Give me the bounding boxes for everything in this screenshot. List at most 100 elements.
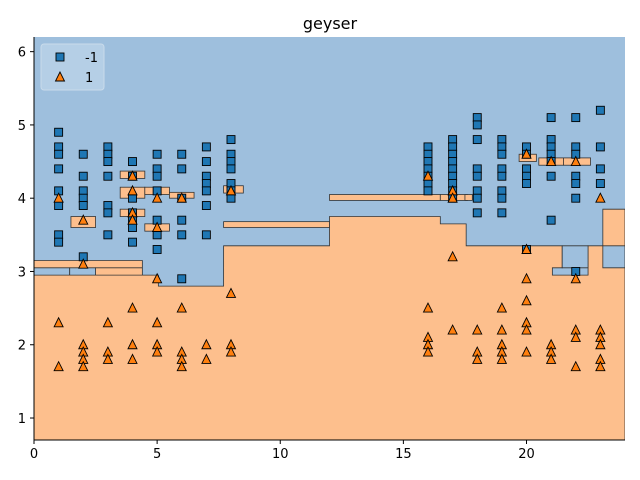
data-point-negative bbox=[546, 113, 556, 123]
data-point-negative bbox=[423, 179, 433, 188]
data-point-negative bbox=[128, 223, 137, 232]
data-point-positive bbox=[201, 338, 212, 350]
data-point-negative bbox=[152, 171, 162, 181]
y-tick-label: 3 bbox=[18, 265, 26, 280]
data-point-positive bbox=[595, 338, 606, 350]
data-point-positive bbox=[521, 148, 532, 159]
data-point-negative bbox=[78, 201, 88, 210]
legend-marker-positive bbox=[54, 70, 66, 82]
data-point-negative bbox=[54, 237, 64, 247]
legend: -11 bbox=[40, 43, 105, 91]
data-point-positive bbox=[151, 346, 163, 357]
data-point-negative bbox=[54, 164, 64, 174]
y-tick-label: 2 bbox=[18, 339, 26, 354]
data-point-positive bbox=[127, 353, 138, 364]
data-point-negative bbox=[103, 171, 113, 181]
data-point-negative bbox=[177, 230, 187, 240]
data-point-negative bbox=[201, 201, 211, 210]
y-axis: 1 2 3 4 5 6 bbox=[18, 37, 35, 440]
data-point-negative bbox=[177, 164, 187, 174]
data-point-negative bbox=[226, 164, 236, 174]
data-point-negative bbox=[546, 142, 556, 152]
data-point-positive bbox=[447, 250, 458, 262]
data-point-positive bbox=[102, 316, 114, 328]
data-point-negative bbox=[152, 149, 162, 159]
data-point-negative bbox=[497, 171, 507, 181]
data-point-positive bbox=[225, 184, 237, 196]
data-point-positive bbox=[521, 346, 532, 357]
data-point-negative bbox=[152, 230, 162, 240]
region-negative-notch bbox=[561, 245, 589, 269]
data-point-negative bbox=[472, 186, 482, 196]
data-point-negative bbox=[497, 186, 507, 196]
data-point-negative bbox=[103, 142, 113, 152]
x-tick-label: 15 bbox=[395, 447, 412, 462]
data-point-negative bbox=[472, 120, 482, 130]
data-point-negative bbox=[78, 149, 88, 159]
data-point-negative bbox=[595, 179, 605, 188]
data-point-positive bbox=[102, 353, 114, 364]
data-point-negative bbox=[103, 208, 113, 218]
data-point-positive bbox=[545, 155, 557, 167]
data-point-positive bbox=[127, 302, 138, 313]
data-point-negative bbox=[54, 230, 64, 240]
data-point-negative bbox=[472, 193, 482, 203]
data-point-negative bbox=[423, 186, 433, 196]
x-axis: 0 5 10 15 20 bbox=[30, 439, 625, 462]
region-negative-notch bbox=[69, 267, 96, 276]
data-point-positive bbox=[53, 316, 64, 328]
data-point-negative bbox=[571, 171, 581, 181]
data-point-negative bbox=[571, 179, 581, 188]
data-point-negative bbox=[497, 164, 507, 174]
data-point-positive bbox=[225, 287, 237, 298]
data-point-negative bbox=[472, 171, 482, 181]
data-point-negative bbox=[448, 164, 458, 174]
data-point-negative bbox=[226, 157, 236, 167]
data-point-positive bbox=[151, 316, 163, 328]
data-point-positive bbox=[151, 272, 163, 284]
data-point-negative bbox=[103, 149, 113, 159]
data-point-negative bbox=[201, 179, 211, 188]
data-point-negative bbox=[595, 164, 605, 174]
region-positive-island bbox=[464, 194, 473, 201]
data-point-negative bbox=[448, 142, 458, 152]
data-points bbox=[53, 105, 606, 372]
data-point-positive bbox=[521, 272, 532, 284]
data-point-positive bbox=[151, 192, 163, 203]
data-point-negative bbox=[571, 142, 581, 152]
data-point-negative bbox=[201, 186, 211, 196]
data-point-negative bbox=[595, 142, 605, 152]
data-point-negative bbox=[497, 149, 507, 159]
region-positive-island bbox=[223, 221, 330, 228]
x-tick-label: 5 bbox=[153, 447, 161, 462]
data-point-negative bbox=[103, 201, 113, 210]
data-point-negative bbox=[177, 149, 187, 159]
y-tick-label: 1 bbox=[18, 412, 26, 427]
data-point-negative bbox=[472, 208, 482, 218]
data-point-negative bbox=[448, 149, 458, 159]
data-point-positive bbox=[53, 360, 64, 372]
data-point-negative bbox=[497, 208, 507, 218]
data-point-negative bbox=[423, 142, 433, 152]
data-point-positive bbox=[570, 331, 581, 342]
data-point-negative bbox=[571, 113, 581, 123]
data-point-negative bbox=[78, 186, 88, 196]
data-point-positive bbox=[53, 192, 64, 203]
data-point-negative bbox=[423, 149, 433, 159]
data-point-positive bbox=[78, 360, 89, 372]
data-point-positive bbox=[570, 272, 581, 284]
data-point-positive bbox=[201, 353, 212, 364]
data-point-positive bbox=[496, 353, 508, 364]
data-point-positive bbox=[225, 346, 237, 357]
data-point-negative bbox=[546, 215, 556, 225]
data-point-positive bbox=[545, 353, 557, 364]
data-point-negative bbox=[201, 142, 211, 152]
data-point-negative bbox=[448, 171, 458, 181]
data-point-negative bbox=[78, 171, 88, 181]
legend-marker-negative bbox=[55, 52, 65, 62]
data-point-negative bbox=[522, 179, 531, 188]
x-tick-label: 20 bbox=[518, 447, 535, 462]
data-point-negative bbox=[128, 237, 137, 247]
data-point-positive bbox=[595, 192, 606, 203]
data-point-negative bbox=[177, 215, 187, 225]
